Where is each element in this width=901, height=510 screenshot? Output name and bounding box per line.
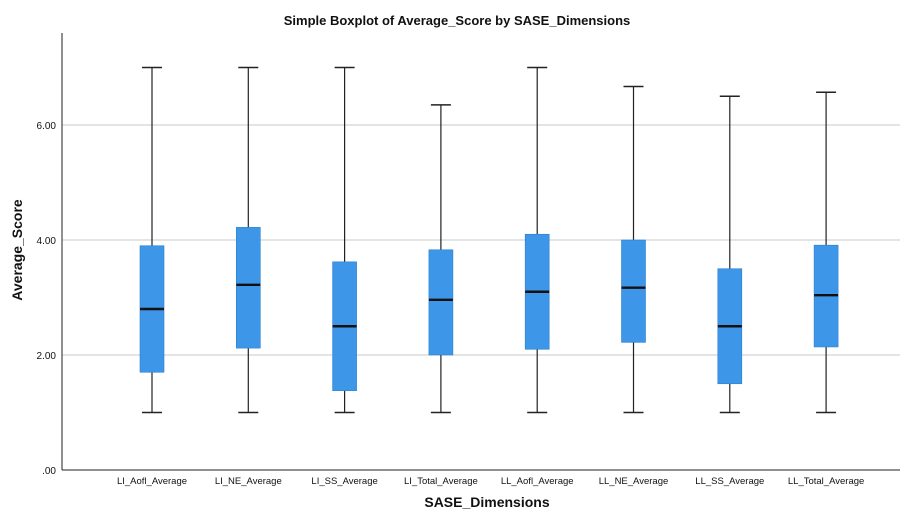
- iqr-box: [428, 249, 454, 356]
- y-axis-label: Average_Score: [9, 199, 25, 301]
- box-LI_Total_Average: [428, 104, 454, 414]
- x-tick-label: LI_NE_Average: [215, 476, 282, 487]
- x-axis-label: SASE_Dimensions: [424, 494, 549, 510]
- y-tick-label: .00: [42, 466, 56, 477]
- x-tick-labels: LI_Aofl_Average LI_NE_Average LI_SS_Averag…: [117, 476, 864, 487]
- box-LI_NE_Average: [236, 66, 261, 414]
- y-tick-label: 6.00: [37, 121, 57, 132]
- box-LL_SS_Average: [717, 95, 743, 414]
- axes: [61, 33, 900, 471]
- box-LL_Total_Average: [813, 91, 839, 414]
- x-tick-label: LL_NE_Average: [599, 476, 669, 487]
- iqr-box: [621, 239, 646, 343]
- x-tick-label: LL_Aofl_Average: [501, 476, 574, 487]
- y-tick-labels: .00 2.00 4.00 6.00: [37, 121, 57, 477]
- y-tick-label: 4.00: [37, 236, 57, 247]
- x-tick-label: LI_Total_Average: [404, 476, 478, 487]
- x-tick-label: LI_SS_Average: [311, 476, 377, 487]
- grid-lines: [62, 124, 900, 356]
- box-LL_NE_Average: [621, 85, 646, 414]
- iqr-box: [236, 227, 261, 349]
- box-LI_Aofl_Average: [139, 66, 165, 414]
- box-LL_Aofl_Average: [524, 66, 550, 414]
- x-tick-label: LL_Total_Average: [788, 476, 864, 487]
- boxes: [139, 66, 839, 414]
- box-LI_SS_Average: [332, 66, 357, 414]
- x-tick-label: LI_Aofl_Average: [117, 476, 187, 487]
- x-tick-label: LL_SS_Average: [695, 476, 764, 487]
- y-tick-label: 2.00: [37, 351, 57, 362]
- chart-title: Simple Boxplot of Average_Score by SASE_…: [284, 13, 631, 28]
